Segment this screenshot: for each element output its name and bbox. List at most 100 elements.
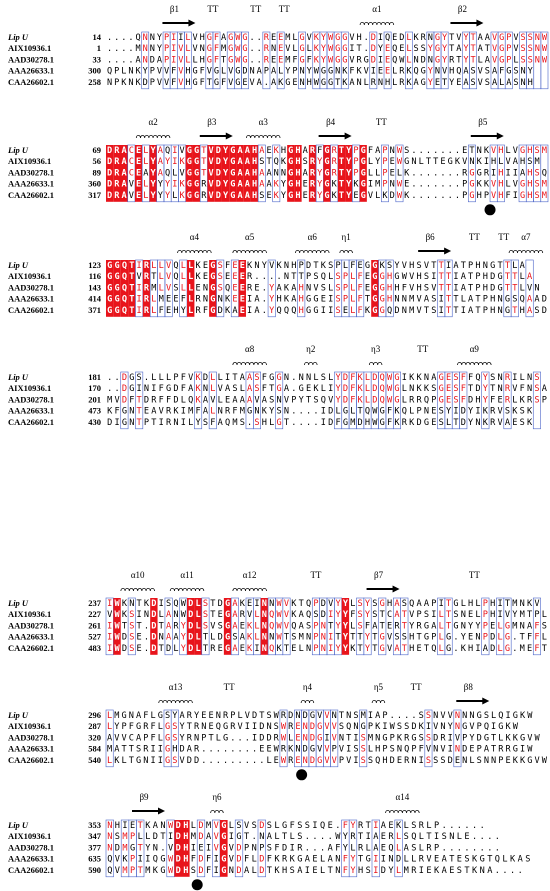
similarity-box (135, 371, 144, 430)
start-position: 261 (88, 620, 101, 630)
ss-label: TT (207, 4, 218, 14)
helix-coil (177, 250, 212, 254)
similarity-box (405, 31, 413, 90)
ss-label: β6 (426, 232, 436, 242)
identity-box (120, 145, 128, 202)
similarity-box (279, 709, 288, 768)
ss-label: α12 (243, 570, 257, 580)
strand-arrow-head (392, 585, 400, 593)
ss-label: η4 (303, 682, 313, 692)
sequence-name: AIX10936.1 (8, 43, 51, 53)
sequence-name: Lip U (7, 145, 29, 155)
similarity-box (170, 709, 179, 768)
ss-label: α4 (190, 232, 200, 242)
identity-box (142, 260, 151, 317)
similarity-box (105, 709, 114, 768)
identity-box (113, 260, 121, 317)
strand-arrow-head (188, 19, 196, 27)
similarity-box (532, 371, 541, 430)
similarity-box (230, 597, 239, 656)
similarity-box (510, 259, 519, 318)
start-position: 317 (88, 190, 102, 200)
start-position: 1 (97, 43, 101, 53)
similarity-box (184, 31, 192, 90)
identity-box (238, 260, 246, 317)
sequence-name: AIX10936.1 (8, 721, 51, 731)
similarity-box (481, 597, 490, 656)
start-position: 590 (88, 865, 101, 875)
similarity-box (540, 144, 549, 203)
strand-arrow-head (225, 132, 233, 140)
similarity-box (275, 371, 284, 430)
sequence-name: CAA26602.1 (8, 305, 54, 315)
similarity-box (469, 31, 478, 90)
sequence-name: Lip U (7, 820, 29, 830)
identity-box (243, 145, 251, 202)
start-position: 584 (88, 744, 102, 754)
ss-label: TT (224, 682, 235, 692)
similarity-box (201, 597, 210, 656)
similarity-box (503, 597, 512, 656)
helix-coil (232, 362, 267, 366)
identity-box (209, 260, 217, 317)
strand-arrow-head (344, 132, 352, 140)
helix-coil (457, 362, 492, 366)
similarity-box (105, 819, 114, 878)
sequence-name: AAD30278.1 (8, 620, 54, 630)
start-position: 33 (93, 54, 102, 64)
ss-label: TT (417, 344, 428, 354)
similarity-box (276, 31, 285, 90)
identity-box (223, 598, 232, 655)
start-position: 123 (88, 260, 101, 270)
similarity-box (241, 31, 249, 90)
similarity-box (400, 597, 409, 656)
ss-label: β5 (478, 117, 488, 127)
similarity-box (297, 259, 306, 318)
identity-box (182, 820, 190, 877)
start-position: 360 (88, 179, 101, 189)
similarity-box (363, 597, 372, 656)
ss-label: α3 (259, 117, 269, 127)
similarity-box (127, 144, 136, 203)
similarity-box (392, 371, 401, 430)
identity-box (149, 145, 157, 202)
start-position: 258 (88, 77, 101, 87)
identity-box (308, 145, 317, 202)
start-position: 143 (88, 282, 101, 292)
similarity-box (208, 371, 217, 430)
start-position: 69 (93, 145, 102, 155)
sequence-name: Lip U (7, 372, 29, 382)
similarity-box (330, 709, 339, 768)
similarity-box (359, 709, 368, 768)
similarity-box (440, 31, 449, 90)
identity-box (174, 820, 182, 877)
ss-label: β8 (464, 682, 474, 692)
similarity-box (369, 31, 378, 90)
similarity-box (257, 144, 266, 203)
ss-label: β3 (207, 117, 217, 127)
helix-coil (135, 135, 171, 139)
similarity-box (395, 144, 404, 203)
similarity-box (262, 31, 271, 90)
identity-box (214, 145, 222, 202)
similarity-box (141, 31, 150, 90)
similarity-box (525, 259, 534, 318)
identity-box (341, 598, 350, 655)
helix-coil (508, 250, 544, 254)
similarity-box (194, 371, 203, 430)
similarity-box (453, 709, 462, 768)
helix-coil (232, 250, 267, 254)
